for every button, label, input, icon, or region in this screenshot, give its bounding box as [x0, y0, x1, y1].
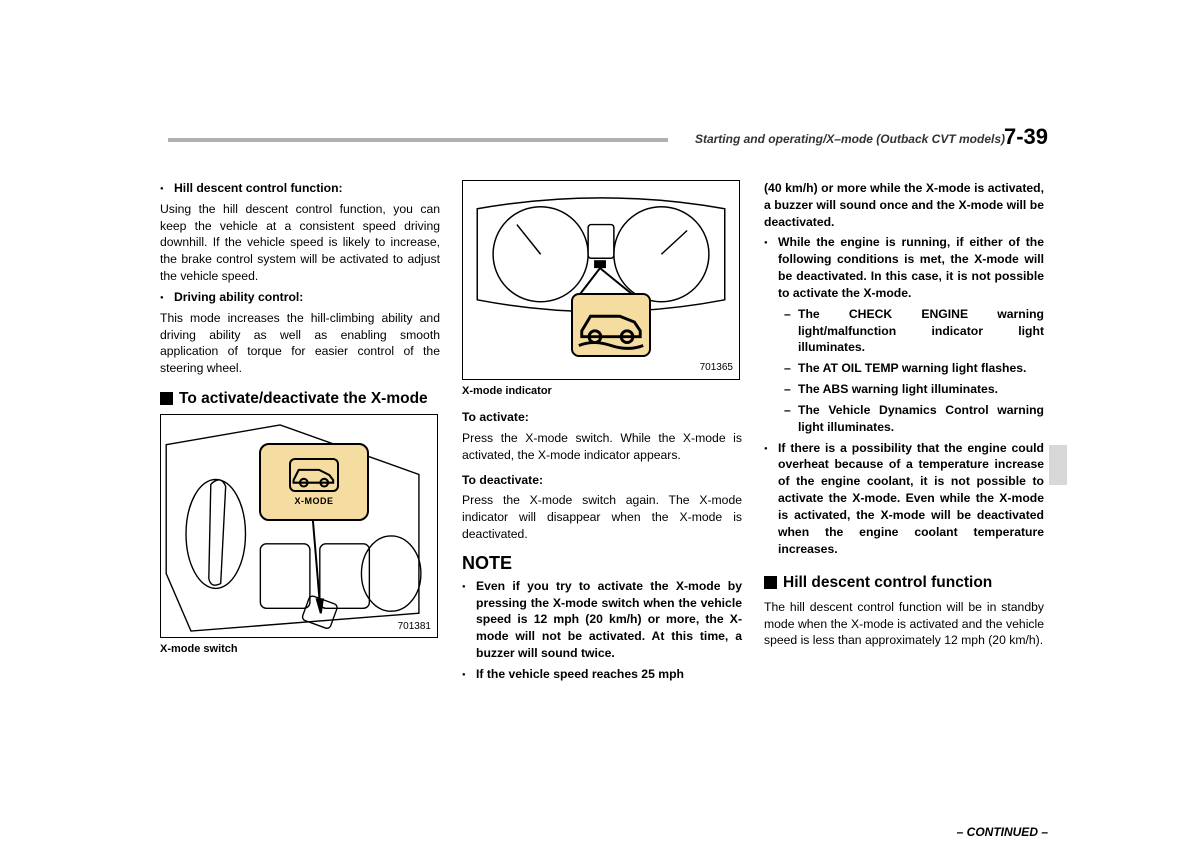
xmode-switch-callout: X-MODE: [259, 443, 369, 521]
bullet-icon: [160, 180, 174, 201]
dash-check-engine: The CHECK ENGINE warning light/malfuncti…: [798, 306, 1044, 356]
section-heading-activate: To activate/deactivate the X-mode: [160, 389, 440, 408]
xmode-indicator-callout: [571, 293, 651, 357]
figure-number: 701381: [398, 620, 431, 634]
hill-descent-title: Hill descent control function:: [174, 181, 343, 195]
dash-vdc: The Vehicle Dynamics Control warning lig…: [798, 402, 1044, 436]
note-bullet-2: If the vehicle speed reaches 25 mph: [476, 666, 684, 683]
to-activate-text: Press the X-mode switch. While the X-mod…: [462, 430, 742, 464]
bullet-icon: [160, 289, 174, 310]
continued-marker: – CONTINUED –: [957, 825, 1048, 839]
figure-xmode-switch: X-MODE 701381: [160, 414, 438, 638]
figure-caption: X-mode indicator: [462, 384, 742, 399]
hill-descent-text: Using the hill descent control function,…: [160, 201, 440, 285]
column-2: 701365 X-mode indicator To activate: Pre…: [462, 180, 742, 687]
square-bullet-icon: [764, 576, 777, 589]
driving-ability-text: This mode increases the hill-climbing ab…: [160, 310, 440, 377]
xmode-vehicle-icon: [289, 458, 339, 492]
bullet-icon: [462, 666, 476, 687]
bullet-icon: [462, 578, 476, 666]
to-activate-heading: To activate:: [462, 410, 529, 424]
column-3: (40 km/h) or more while the X-mode is ac…: [764, 180, 1044, 687]
note-bullet-engine-running: While the engine is running, if either o…: [778, 234, 1044, 301]
note-bullet-overheat: If there is a possibility that the engin…: [778, 440, 1044, 558]
figure-xmode-indicator: 701365: [462, 180, 740, 380]
section-heading-hill-descent: Hill descent control function: [764, 573, 1044, 592]
header-section-text: Starting and operating/X–mode (Outback C…: [695, 132, 1005, 146]
driving-ability-title: Driving ability control:: [174, 290, 303, 304]
xmode-callout-label: X-MODE: [295, 495, 334, 507]
section-heading-text: To activate/deactivate the X-mode: [179, 389, 428, 408]
bullet-icon: [764, 440, 778, 562]
dash-abs: The ABS warning light illuminates.: [798, 381, 998, 398]
note-bullet-1: Even if you try to activate the X-mode b…: [476, 578, 742, 662]
bullet-icon: [764, 234, 778, 305]
note-continuation: (40 km/h) or more while the X-mode is ac…: [764, 180, 1044, 230]
side-tab: [1049, 445, 1067, 485]
section-heading-text: Hill descent control function: [783, 573, 992, 592]
header-rule: [168, 138, 668, 142]
column-1: Hill descent control function: Using the…: [160, 180, 440, 687]
figure-number: 701365: [700, 361, 733, 375]
xmode-indicator-icon: [573, 295, 649, 355]
square-bullet-icon: [160, 392, 173, 405]
to-deactivate-text: Press the X-mode switch again. The X-mod…: [462, 492, 742, 542]
page-number: 7-39: [1004, 124, 1048, 150]
figure-caption: X-mode switch: [160, 642, 440, 657]
dash-at-oil-temp: The AT OIL TEMP warning light flashes.: [798, 360, 1026, 377]
hill-descent-body: The hill descent control function will b…: [764, 599, 1044, 649]
to-deactivate-heading: To deactivate:: [462, 473, 543, 487]
note-heading: NOTE: [462, 551, 742, 576]
content-columns: Hill descent control function: Using the…: [160, 180, 1048, 687]
